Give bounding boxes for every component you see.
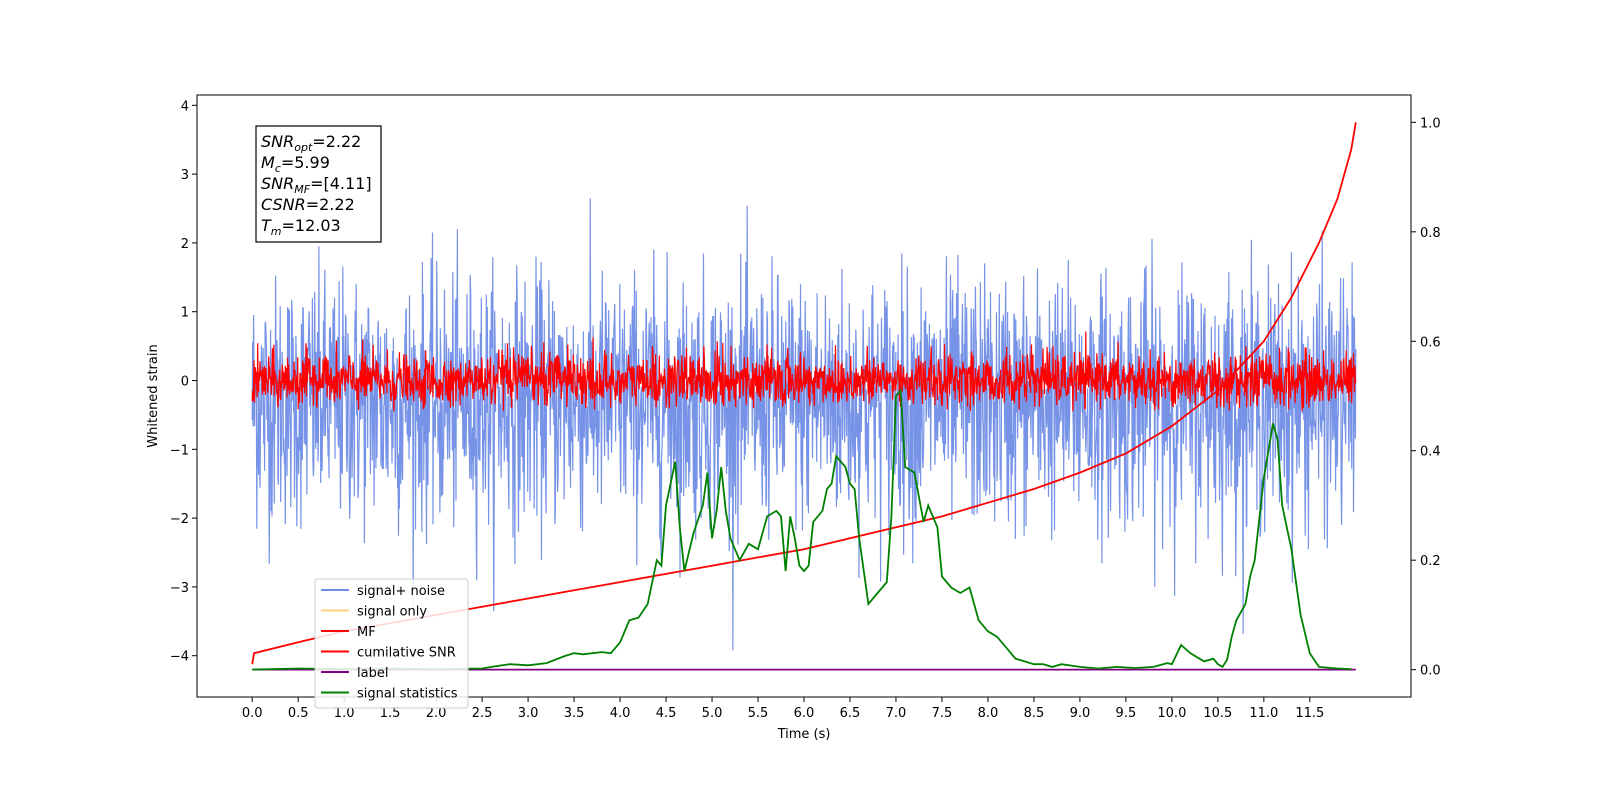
y-tick-label: −4 <box>170 650 189 665</box>
y-tick-label: 4 <box>181 99 189 114</box>
y-tick-label: 1 <box>181 306 189 321</box>
x-tick-label: 3.5 <box>564 706 585 721</box>
x-tick-label: 3.0 <box>518 706 539 721</box>
legend-label: cumilative SNR <box>357 646 456 661</box>
y2-tick-label: 0.8 <box>1420 226 1441 241</box>
series-line-2 <box>251 331 1357 412</box>
x-tick-label: 2.0 <box>426 706 447 721</box>
legend-label: label <box>357 666 388 681</box>
stat-line: Mc=5.99 <box>261 153 330 175</box>
x-tick-label: 5.0 <box>702 706 723 721</box>
x-tick-label: 9.5 <box>1116 706 1137 721</box>
y2-tick-label: 0.2 <box>1420 554 1441 569</box>
x-tick-label: 6.0 <box>794 706 815 721</box>
x-tick-label: 8.0 <box>978 706 999 721</box>
y2-tick-label: 0.6 <box>1420 335 1441 350</box>
x-axis-title: Time (s) <box>777 727 831 742</box>
x-tick-label: 1.0 <box>334 706 355 721</box>
y-tick-label: −3 <box>170 581 189 596</box>
y-axis-title: Whitened strain <box>146 344 161 447</box>
y-tick-label: 2 <box>181 237 189 252</box>
legend-label: signal+ noise <box>357 584 445 599</box>
x-tick-label: 1.5 <box>380 706 401 721</box>
x-tick-label: 10.5 <box>1203 706 1232 721</box>
y2-tick-label: 1.0 <box>1420 116 1441 131</box>
axes: 0.0 0.5 1.0 1.5 2.0 2.5 3.0 3.5 4.0 4.5 5.0 5.5 6.0 6… <box>146 94 1441 742</box>
x-tick-label: 5.5 <box>748 706 769 721</box>
x-tick-label: 7.0 <box>886 706 907 721</box>
stat-line: SNRMF=[4.11] <box>261 174 372 196</box>
x-tick-label: 0.5 <box>288 706 309 721</box>
series-line-5 <box>252 388 1352 671</box>
legend-label: signal only <box>357 605 427 620</box>
x-tick-label: 7.5 <box>932 706 953 721</box>
x-tick-label: 11.5 <box>1295 706 1324 721</box>
y-tick-label: −2 <box>170 512 189 527</box>
stat-line: SNRopt=2.22 <box>261 132 361 154</box>
x-tick-label: 4.0 <box>610 706 631 721</box>
x-tick-label: 10.0 <box>1157 706 1186 721</box>
legend-label: signal statistics <box>357 687 458 702</box>
y-tick-label: 3 <box>181 168 189 183</box>
legend: signal+ noise signal only MF cumilative SNR… <box>314 578 469 709</box>
y-tick-label: 0 <box>181 375 189 390</box>
x-tick-label: 2.5 <box>472 706 493 721</box>
stats-box-frame <box>255 125 382 243</box>
x-tick-label: 8.5 <box>1024 706 1045 721</box>
series-line-0 <box>251 198 1357 651</box>
x-tick-label: 0.0 <box>242 706 263 721</box>
legend-label: MF <box>357 625 376 640</box>
x-tick-label: 11.0 <box>1249 706 1278 721</box>
x-tick-label: 4.5 <box>656 706 677 721</box>
x-tick-label: 9.0 <box>1070 706 1091 721</box>
y2-tick-label: 0.0 <box>1420 664 1441 679</box>
legend-box <box>314 578 469 709</box>
stat-line: CSNR=2.22 <box>261 195 355 214</box>
y-tick-label: −1 <box>170 443 189 458</box>
stat-line: Tm=12.03 <box>261 216 341 238</box>
y2-tick-label: 0.4 <box>1420 445 1441 460</box>
x-tick-label: 6.5 <box>840 706 861 721</box>
